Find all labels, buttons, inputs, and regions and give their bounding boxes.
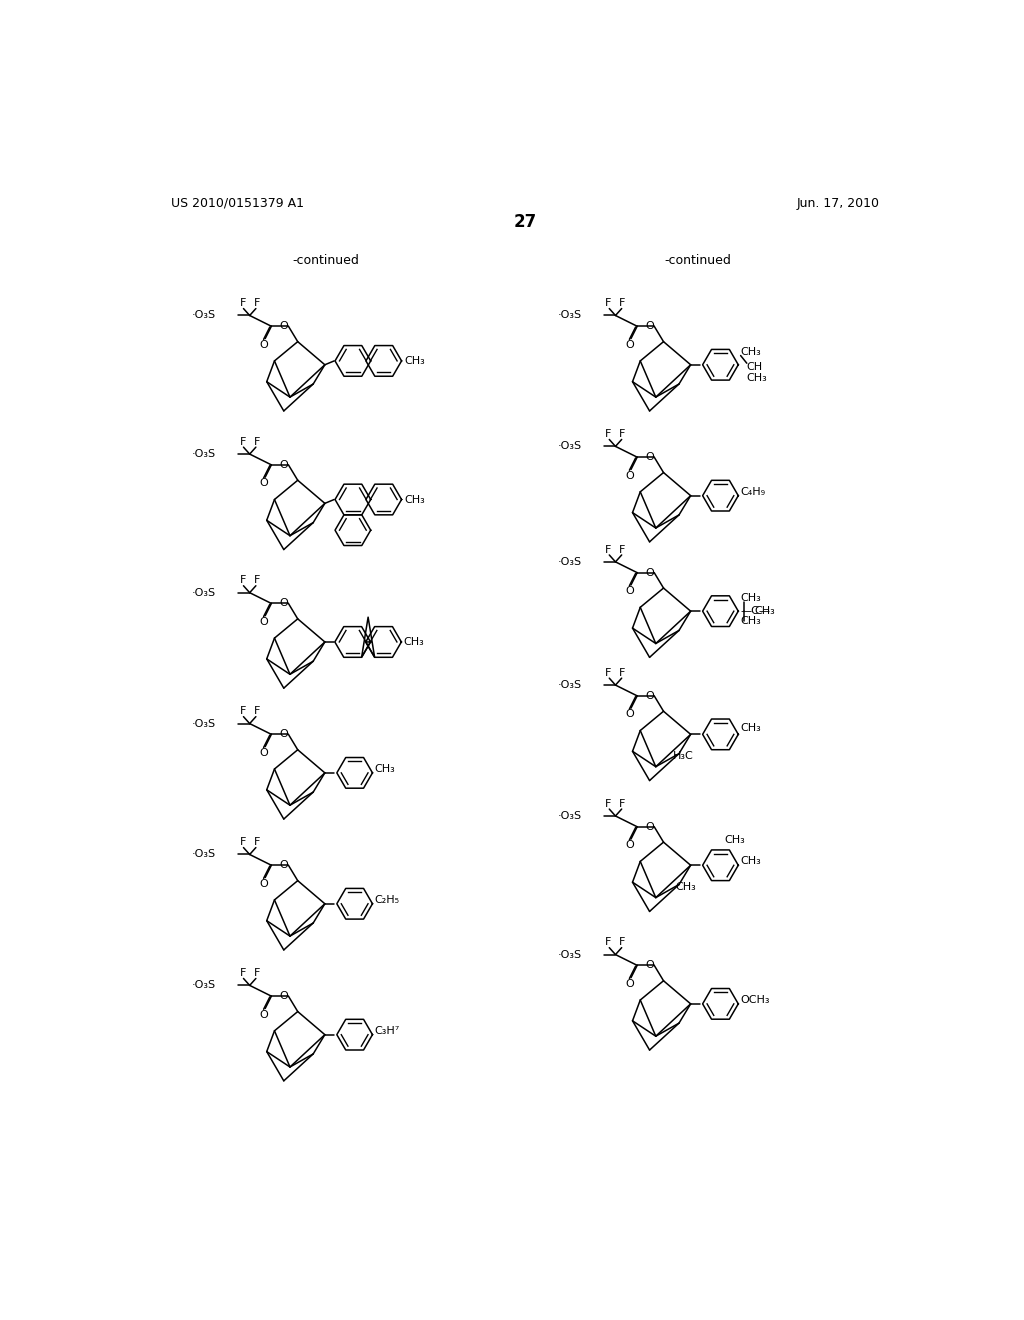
Text: ·O₃S: ·O₃S bbox=[193, 449, 216, 459]
Text: ·O₃S: ·O₃S bbox=[193, 850, 216, 859]
Text: O: O bbox=[280, 321, 288, 331]
Text: O: O bbox=[280, 598, 288, 609]
Text: F: F bbox=[240, 437, 246, 446]
Text: CH₃: CH₃ bbox=[724, 834, 745, 845]
Text: F: F bbox=[254, 576, 260, 585]
Text: O: O bbox=[625, 979, 634, 989]
Text: F: F bbox=[254, 706, 260, 717]
Text: C₄H₉: C₄H₉ bbox=[740, 487, 766, 496]
Text: O: O bbox=[259, 879, 268, 888]
Text: F: F bbox=[605, 668, 611, 677]
Text: F: F bbox=[620, 298, 626, 308]
Text: F: F bbox=[620, 799, 626, 809]
Text: F: F bbox=[620, 429, 626, 440]
Text: OCH₃: OCH₃ bbox=[740, 995, 770, 1005]
Text: ·O₃S: ·O₃S bbox=[193, 587, 216, 598]
Text: O: O bbox=[645, 568, 654, 578]
Text: F: F bbox=[620, 937, 626, 948]
Text: F: F bbox=[605, 429, 611, 440]
Text: O: O bbox=[645, 453, 654, 462]
Text: F: F bbox=[605, 799, 611, 809]
Text: O: O bbox=[280, 730, 288, 739]
Text: Jun. 17, 2010: Jun. 17, 2010 bbox=[797, 197, 880, 210]
Text: ·O₃S: ·O₃S bbox=[558, 310, 583, 321]
Text: ·O₃S: ·O₃S bbox=[558, 949, 583, 960]
Text: CH₃: CH₃ bbox=[740, 857, 762, 866]
Text: O: O bbox=[645, 321, 654, 331]
Text: F: F bbox=[605, 545, 611, 554]
Text: O: O bbox=[280, 991, 288, 1001]
Text: O: O bbox=[625, 709, 634, 719]
Text: ·O₃S: ·O₃S bbox=[558, 441, 583, 451]
Text: F: F bbox=[605, 298, 611, 308]
Text: CH₃: CH₃ bbox=[740, 723, 762, 733]
Text: F: F bbox=[254, 437, 260, 446]
Text: H₃C: H₃C bbox=[673, 751, 694, 760]
Text: CH₃: CH₃ bbox=[403, 495, 425, 504]
Text: CH₃: CH₃ bbox=[676, 882, 696, 892]
Text: ·O₃S: ·O₃S bbox=[193, 310, 216, 321]
Text: —C—: —C— bbox=[740, 606, 771, 616]
Text: CH₃: CH₃ bbox=[403, 638, 425, 647]
Text: O: O bbox=[645, 822, 654, 832]
Text: F: F bbox=[620, 545, 626, 554]
Text: C₃H⁷: C₃H⁷ bbox=[375, 1026, 400, 1036]
Text: ·O₃S: ·O₃S bbox=[558, 680, 583, 690]
Text: O: O bbox=[259, 748, 268, 758]
Text: F: F bbox=[254, 968, 260, 978]
Text: F: F bbox=[240, 576, 246, 585]
Text: F: F bbox=[254, 298, 260, 308]
Text: CH₃: CH₃ bbox=[403, 356, 425, 366]
Text: CH₃: CH₃ bbox=[740, 616, 762, 626]
Text: CH₃: CH₃ bbox=[740, 593, 762, 603]
Text: CH₃: CH₃ bbox=[755, 606, 775, 616]
Text: -continued: -continued bbox=[665, 253, 731, 267]
Text: O: O bbox=[625, 586, 634, 597]
Text: 27: 27 bbox=[513, 213, 537, 231]
Text: O: O bbox=[259, 478, 268, 488]
Text: O: O bbox=[645, 961, 654, 970]
Text: CH₃: CH₃ bbox=[375, 764, 395, 774]
Text: ·O₃S: ·O₃S bbox=[558, 810, 583, 821]
Text: F: F bbox=[240, 706, 246, 717]
Text: ·O₃S: ·O₃S bbox=[193, 981, 216, 990]
Text: C₂H₅: C₂H₅ bbox=[375, 895, 399, 906]
Text: O: O bbox=[259, 616, 268, 627]
Text: CH₃: CH₃ bbox=[740, 347, 762, 356]
Text: F: F bbox=[240, 298, 246, 308]
Text: O: O bbox=[259, 339, 268, 350]
Text: O: O bbox=[625, 841, 634, 850]
Text: O: O bbox=[645, 690, 654, 701]
Text: F: F bbox=[240, 837, 246, 847]
Text: O: O bbox=[625, 471, 634, 480]
Text: F: F bbox=[605, 937, 611, 948]
Text: O: O bbox=[259, 1010, 268, 1019]
Text: O: O bbox=[280, 459, 288, 470]
Text: F: F bbox=[240, 968, 246, 978]
Text: CH₃: CH₃ bbox=[746, 372, 768, 383]
Text: ·O₃S: ·O₃S bbox=[558, 557, 583, 566]
Text: O: O bbox=[625, 339, 634, 350]
Text: O: O bbox=[280, 861, 288, 870]
Text: US 2010/0151379 A1: US 2010/0151379 A1 bbox=[171, 197, 304, 210]
Text: CH: CH bbox=[746, 362, 763, 372]
Text: F: F bbox=[254, 837, 260, 847]
Text: F: F bbox=[620, 668, 626, 677]
Text: ·O₃S: ·O₃S bbox=[193, 718, 216, 729]
Text: -continued: -continued bbox=[292, 253, 359, 267]
